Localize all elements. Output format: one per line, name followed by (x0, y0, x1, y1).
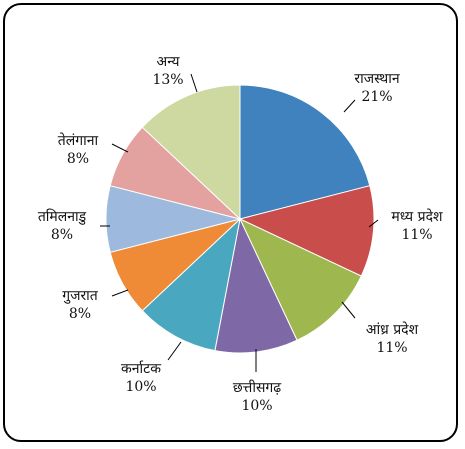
leader-line (111, 143, 129, 153)
pie-slice (238, 217, 362, 341)
slice-percent-label: 8% (69, 306, 91, 322)
leader-lines (100, 73, 379, 372)
slice-labels: राजस्थान 21% मध्य प्रदेश 11% आंध्र प्रदेश 11%… (38, 54, 443, 414)
slice-category-label: आंध्र प्रदेश (366, 321, 419, 338)
slice-percent-label: 10% (241, 398, 272, 414)
slice-percent-label: 10% (125, 379, 156, 395)
slice-category-label: तेलंगाना (58, 132, 99, 149)
slice-category-label: राजस्थान (354, 71, 399, 87)
leader-line (111, 289, 129, 297)
slice-percent-label: 8% (67, 151, 89, 167)
slice-percent-label: 8% (51, 227, 73, 243)
pie-slice (239, 84, 371, 220)
pie-slice (141, 84, 241, 221)
pie-slice (214, 217, 298, 354)
pie-slice (238, 185, 375, 277)
slice-percent-label: 13% (152, 72, 183, 88)
leader-line (343, 99, 356, 113)
leader-line (167, 341, 182, 361)
leader-line (368, 219, 379, 228)
slice-category-label: तमिलनाडु (38, 208, 87, 225)
slice-category-label: मध्य प्रदेश (391, 208, 443, 225)
leader-line (190, 73, 198, 93)
slice-category-label: कर्नाटक (121, 360, 161, 377)
slice-category-label: छत्तीसगढ़ (233, 379, 282, 396)
pie-slice (141, 217, 241, 352)
pie-slices (105, 84, 375, 354)
slice-percent-label: 11% (401, 227, 432, 243)
slice-category-label: गुजरात (62, 288, 99, 304)
leader-line (341, 301, 356, 319)
slice-percent-label: 21% (361, 89, 392, 105)
slice-category-label: अन्य (157, 54, 181, 70)
slice-percent-label: 11% (376, 340, 407, 356)
